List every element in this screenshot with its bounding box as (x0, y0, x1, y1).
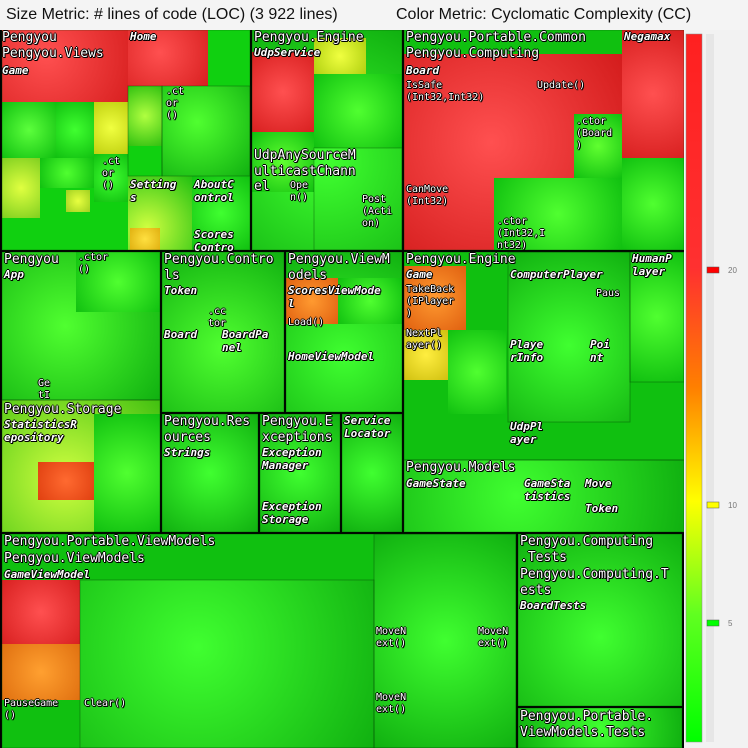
scale-tick-5[interactable] (706, 619, 720, 627)
common-ctor-int[interactable] (494, 178, 622, 250)
human-player-block[interactable] (630, 252, 684, 382)
scale-tick-10[interactable] (706, 501, 720, 509)
views-grid-1[interactable] (2, 102, 56, 158)
scores-vm-grid[interactable] (338, 278, 402, 324)
ns-pengyou-controls[interactable] (162, 252, 284, 412)
common-right-green[interactable] (622, 158, 684, 250)
engine-game-green[interactable] (448, 330, 506, 414)
header: Size Metric: # lines of code (LOC) (3 92… (0, 0, 748, 30)
views-low-b[interactable] (66, 190, 90, 212)
views-about-block[interactable] (192, 176, 250, 250)
ns-pengyou-viewmodels[interactable] (286, 252, 402, 412)
pvm-right[interactable] (374, 534, 516, 748)
scale-tick-label-5: 5 (728, 619, 733, 628)
treemap[interactable]: Pengyou Pengyou.Views Game Home .ct or (… (0, 30, 684, 748)
views-home-ctor[interactable] (128, 86, 162, 146)
views-low-left[interactable] (2, 158, 40, 218)
size-metric-label: Size Metric: # lines of code (LOC) (3 92… (6, 6, 338, 23)
views-grid-2[interactable] (56, 102, 94, 158)
pvm-orange[interactable] (2, 644, 80, 700)
ns-computing-tests[interactable] (518, 534, 682, 706)
engine-grey-green[interactable] (314, 74, 402, 148)
storage-right[interactable] (94, 414, 160, 532)
views-right-big[interactable] (162, 86, 250, 176)
common-ctor-board[interactable] (574, 114, 622, 178)
views-home-block[interactable] (128, 30, 208, 86)
nextplayer-block[interactable] (404, 330, 448, 380)
common-negamax-red[interactable] (622, 30, 684, 158)
storage-orange[interactable] (38, 462, 94, 500)
color-scale-svg: 5 10 20 (685, 33, 737, 743)
scale-bar[interactable] (685, 33, 703, 743)
pvm-middle[interactable] (80, 580, 374, 748)
engine-lower-left[interactable] (252, 132, 314, 192)
app-ctor-block[interactable] (76, 252, 160, 312)
scores-vm-block[interactable] (286, 278, 338, 324)
ns-pengyou-resources[interactable] (162, 414, 258, 532)
computer-player-block[interactable] (508, 252, 630, 422)
scale-track (706, 34, 714, 742)
views-game-block[interactable] (2, 30, 128, 102)
views-settings-yellow[interactable] (130, 228, 160, 250)
views-yellow[interactable] (94, 102, 128, 154)
ns-pengyou-models[interactable] (404, 460, 684, 532)
scale-tick-label-10: 10 (728, 501, 737, 510)
color-scale[interactable]: 5 10 20 (684, 30, 748, 748)
scale-tick-label-20: 20 (728, 266, 737, 275)
color-metric-label: Color Metric: Cyclomatic Complexity (CC) (396, 6, 692, 23)
ns-pengyou-exceptions[interactable] (260, 414, 340, 532)
engine-red[interactable] (252, 52, 314, 132)
ns-service-locator[interactable] (342, 414, 402, 532)
views-low-c[interactable] (94, 154, 128, 202)
ns-pvm-tests[interactable] (518, 708, 682, 748)
scale-tick-20[interactable] (706, 266, 720, 274)
pvm-red[interactable] (2, 580, 80, 644)
engine-yellow[interactable] (314, 38, 366, 74)
views-low-a[interactable] (40, 158, 94, 188)
takeback-block[interactable] (404, 266, 466, 330)
